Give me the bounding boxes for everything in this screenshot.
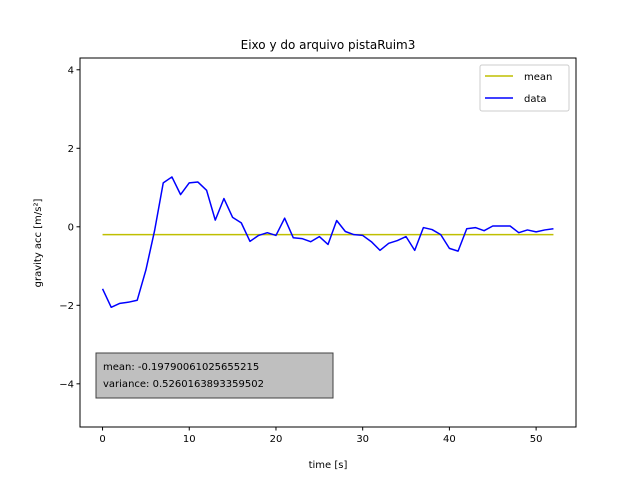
x-tick-label: 40 bbox=[443, 434, 456, 445]
stats-mean-text: mean: -0.19790061025655215 bbox=[103, 362, 259, 373]
x-tick-label: 10 bbox=[183, 434, 196, 445]
y-tick-label: 2 bbox=[68, 144, 74, 155]
stats-annotation: mean: -0.19790061025655215 variance: 0.5… bbox=[95, 352, 334, 399]
ticks-layer: 0 10 20 30 40 50 −4 −2 0 2 4 bbox=[59, 65, 542, 445]
y-tick-label: −2 bbox=[59, 301, 74, 312]
y-tick-label: −4 bbox=[59, 379, 74, 390]
x-tick-label: 0 bbox=[99, 434, 105, 445]
y-tick-label: 4 bbox=[68, 65, 74, 76]
legend-label-data: data bbox=[524, 94, 547, 105]
stats-box bbox=[95, 352, 334, 399]
y-axis-label: gravity acc [m/s²] bbox=[33, 199, 44, 288]
x-tick-label: 50 bbox=[530, 434, 543, 445]
series-line-data bbox=[101, 176, 554, 309]
x-axis-label: time [s] bbox=[309, 460, 348, 471]
plot-frame bbox=[79, 57, 577, 428]
y-tick-label: 0 bbox=[68, 222, 74, 233]
chart-title: Eixo y do arquivo pistaRuim3 bbox=[241, 38, 416, 52]
stats-variance-text: variance: 0.5260163893359502 bbox=[103, 379, 264, 390]
series-layer bbox=[101, 176, 554, 309]
x-tick-label: 30 bbox=[356, 434, 369, 445]
legend: mean data bbox=[479, 64, 570, 112]
legend-label-mean: mean bbox=[524, 72, 552, 83]
x-tick-label: 20 bbox=[270, 434, 283, 445]
